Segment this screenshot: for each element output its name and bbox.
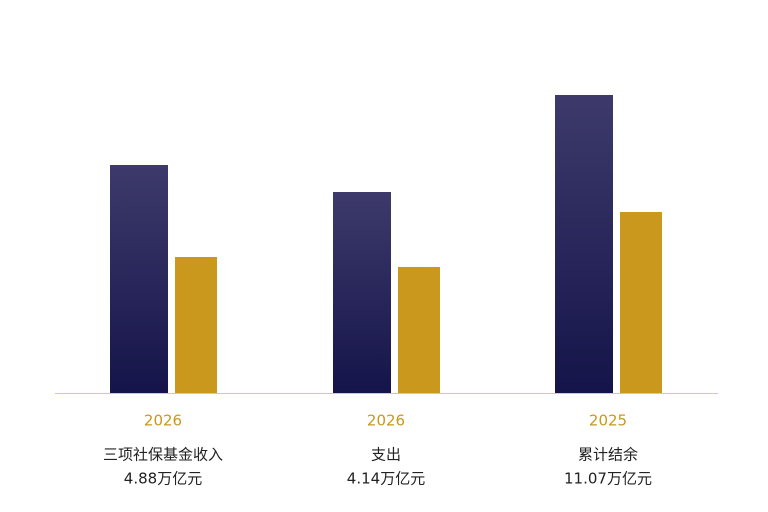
category-label: 支出 xyxy=(371,446,401,464)
category-label: 累计结余 xyxy=(578,446,638,464)
bar xyxy=(110,165,168,393)
bar xyxy=(620,212,662,393)
amount-label: 4.14万亿元 xyxy=(347,470,425,488)
year-label: 2025 xyxy=(589,412,627,430)
bar xyxy=(175,257,217,393)
bar xyxy=(555,95,613,393)
amount-label: 11.07万亿元 xyxy=(564,470,652,488)
bar xyxy=(398,267,440,393)
category-label: 三项社保基金收入 xyxy=(103,446,223,464)
year-label: 2026 xyxy=(367,412,405,430)
year-label: 2026 xyxy=(144,412,182,430)
bar xyxy=(333,192,391,393)
amount-label: 4.88万亿元 xyxy=(124,470,202,488)
